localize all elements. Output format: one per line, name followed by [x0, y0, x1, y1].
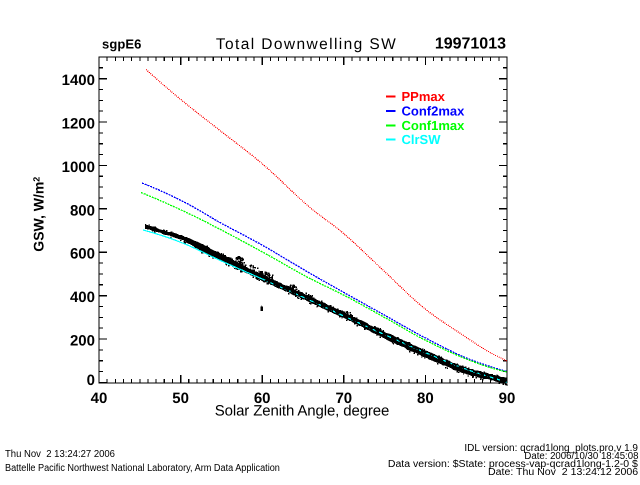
svg-text:Conf1max: Conf1max [402, 118, 466, 133]
svg-text:sgpE6: sgpE6 [102, 37, 142, 52]
svg-text:1200: 1200 [62, 116, 95, 133]
svg-text:50: 50 [172, 390, 189, 407]
svg-text:1400: 1400 [62, 72, 95, 89]
svg-text:PPmax: PPmax [402, 89, 446, 104]
svg-text:1000: 1000 [62, 159, 95, 176]
svg-text:19971013: 19971013 [435, 36, 506, 53]
svg-text:80: 80 [417, 390, 434, 407]
svg-text:70: 70 [335, 390, 352, 407]
svg-text:Conf2max: Conf2max [402, 104, 466, 119]
svg-text:90: 90 [499, 390, 516, 407]
svg-text:Solar Zenith Angle, degree: Solar Zenith Angle, degree [215, 403, 390, 420]
svg-text:ClrSW: ClrSW [402, 132, 442, 147]
svg-text:0: 0 [87, 372, 95, 389]
svg-text:400: 400 [70, 289, 95, 306]
svg-text:Total Downwelling SW: Total Downwelling SW [216, 36, 397, 53]
svg-text:200: 200 [70, 333, 95, 350]
svg-text:GSW, W/m2: GSW, W/m2 [31, 177, 47, 252]
svg-text:60: 60 [254, 390, 271, 407]
svg-text:800: 800 [70, 202, 95, 219]
svg-text:600: 600 [70, 246, 95, 263]
svg-text:40: 40 [91, 390, 108, 407]
